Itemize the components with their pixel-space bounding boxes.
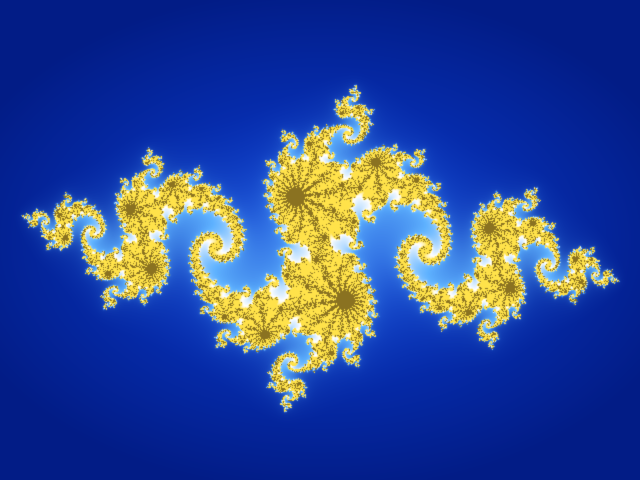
- fractal-stage: [0, 0, 640, 480]
- julia-fractal-image: [0, 0, 640, 480]
